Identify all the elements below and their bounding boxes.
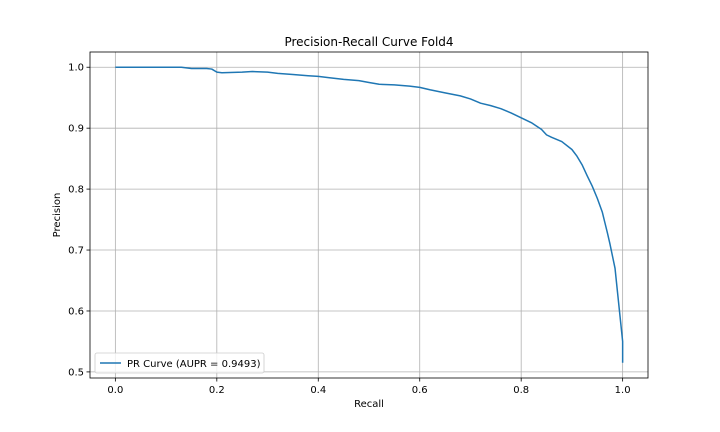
- x-tick-label: 0.2: [209, 385, 225, 396]
- y-tick-label: 0.6: [68, 306, 84, 317]
- x-tick-label: 0.6: [412, 385, 428, 396]
- plot-area-frame: [89, 51, 649, 379]
- y-tick-label: 0.7: [68, 246, 84, 257]
- axis-ticks: 0.0 0.2 0.4 0.6 0.8 1.0 0.5 0.6 0.7 0.8 0.9 1.0: [68, 63, 630, 396]
- y-tick-label: 0.9: [68, 124, 84, 135]
- x-tick-label: 0.4: [310, 385, 326, 396]
- legend-box: [94, 352, 265, 374]
- x-tick-label: 0.8: [513, 385, 529, 396]
- x-tick-label: 1.0: [615, 385, 631, 396]
- series-line: [115, 66, 624, 363]
- legend-label: PR Curve (AUPR = 0.9493): [127, 359, 261, 370]
- y-axis-label: Precision: [52, 193, 63, 238]
- legend: PR Curve (AUPR = 0.9493): [94, 352, 265, 374]
- chart-title: Precision-Recall Curve Fold4: [284, 35, 453, 49]
- x-tick-label: 0.0: [107, 385, 123, 396]
- y-tick-label: 0.8: [68, 185, 84, 196]
- x-axis-label: Recall: [354, 399, 384, 410]
- y-tick-label: 0.5: [68, 367, 84, 378]
- y-tick-label: 1.0: [68, 63, 84, 74]
- series-layer: [115, 66, 624, 363]
- grid: [90, 52, 648, 378]
